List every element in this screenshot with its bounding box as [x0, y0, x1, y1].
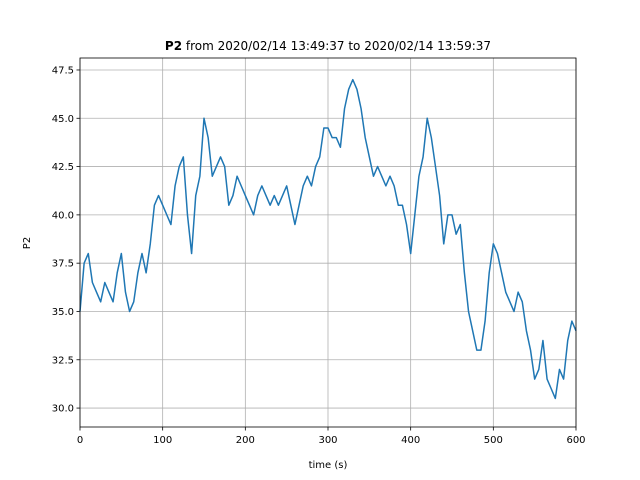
x-tick-label: 400	[401, 435, 420, 446]
y-axis-label: P2	[22, 237, 33, 249]
y-tick-label: 30.0	[52, 404, 74, 415]
x-tick-label: 200	[236, 435, 255, 446]
y-tick-label: 37.5	[52, 259, 74, 270]
data-line	[79, 78, 577, 400]
x-axis-label: time (s)	[309, 460, 348, 471]
title-variable: P2	[165, 39, 182, 53]
x-tick-label: 0	[77, 435, 83, 446]
x-tick-label: 600	[566, 435, 585, 446]
x-tick-label: 500	[484, 435, 503, 446]
y-tick-label: 40.0	[52, 210, 74, 221]
x-tick-label: 300	[318, 435, 337, 446]
x-tick-label: 100	[153, 435, 172, 446]
y-tick-label: 42.5	[52, 162, 74, 173]
y-tick-label: 32.5	[52, 355, 74, 366]
y-tick-label: 45.0	[52, 114, 74, 125]
y-tick-label: 47.5	[52, 65, 74, 76]
plot-layer: 30.0 32.5 35.0 37.5 40.0 42.5 45.0 47.5 0 100 200 3…	[52, 57, 586, 446]
chart-title: P2 from 2020/02/14 13:49:37 to 2020/02/1…	[165, 39, 491, 53]
title-range: from 2020/02/14 13:49:37 to 2020/02/14 1…	[186, 39, 491, 53]
y-tick-label: 35.0	[52, 307, 74, 318]
plot-frame	[79, 57, 577, 428]
